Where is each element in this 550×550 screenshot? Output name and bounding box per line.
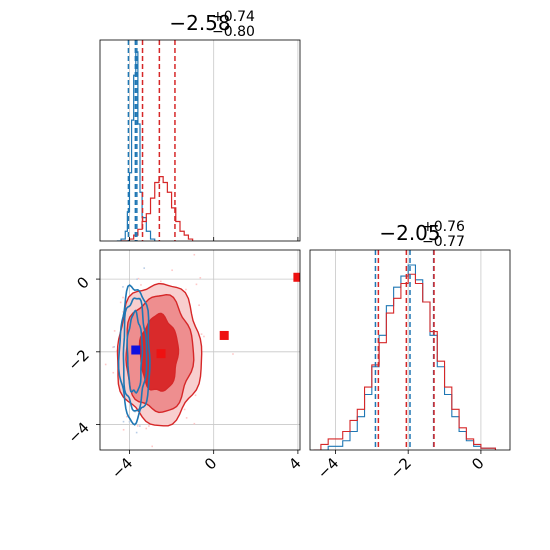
- scatter-point: [203, 335, 205, 338]
- scatter-point: [113, 330, 116, 332]
- scatter-point: [198, 304, 200, 307]
- scatter-point: [193, 253, 196, 256]
- marginal-x-grid: [129, 40, 299, 241]
- marginal-y-title-sub: −0.77: [422, 234, 465, 250]
- scatter-point: [151, 445, 154, 448]
- scatter-point: [143, 267, 146, 269]
- joint-markers: [131, 272, 300, 359]
- scatter-point: [194, 394, 197, 397]
- scatter-point: [139, 425, 141, 427]
- tick-label: −4: [64, 419, 92, 447]
- scatter-point: [122, 286, 124, 288]
- scatter-point: [119, 301, 122, 304]
- marginal-x-title: −2.58: [169, 11, 230, 35]
- joint-panel: −4 0 4 0 −2 −4: [64, 249, 305, 507]
- scatter-point: [183, 408, 186, 411]
- marginal-x-frame: [99, 39, 301, 242]
- scatter-point: [122, 296, 124, 299]
- marginal-y-histograms: [313, 264, 497, 450]
- marginal-x-quantiles: [127, 40, 176, 241]
- marginal-x-title-main: −2.58: [169, 11, 230, 35]
- scatter-point: [171, 269, 173, 272]
- tick-label: 4: [285, 454, 304, 473]
- marginal-x-ticks: [129, 237, 299, 241]
- scatter-point: [159, 280, 162, 283]
- tick-label: 0: [73, 273, 92, 292]
- histogram-series-1: [121, 176, 194, 241]
- scatter-point: [104, 363, 107, 366]
- scatter-point: [128, 420, 131, 423]
- contour-level: [117, 284, 151, 426]
- truth-marker: [219, 330, 229, 340]
- scatter-point: [95, 370, 97, 372]
- scatter-point: [136, 425, 139, 427]
- marginal-x-panel: −2.58 +0.74 −0.80: [99, 9, 301, 242]
- marginal-y-title: −2.05: [379, 221, 440, 245]
- marginal-y-frame: [309, 249, 511, 451]
- scatter-point: [145, 427, 148, 430]
- marginal-x-title-sup: +0.74: [212, 9, 255, 25]
- scatter-point: [200, 333, 203, 335]
- contour-level: [126, 309, 144, 394]
- scatter-point: [193, 422, 196, 425]
- contour-level: [122, 297, 148, 412]
- marginal-y-title-sup: +0.76: [422, 219, 465, 235]
- scatter-point: [185, 417, 188, 419]
- scatter-point: [153, 505, 155, 507]
- histogram-series-0: [313, 264, 497, 450]
- scatter-point: [199, 277, 202, 279]
- tick-label: 0: [201, 454, 220, 473]
- tick-label: 0: [468, 454, 487, 473]
- marginal-x-title-sub: −0.80: [212, 24, 255, 40]
- scatter-point: [113, 346, 115, 348]
- tick-label: −2: [64, 346, 92, 374]
- marginal-y-panel: −4 −2 0 −2.05 +0.76 −0.77: [309, 219, 511, 482]
- scatter-point: [136, 278, 138, 281]
- truth-marker: [156, 349, 166, 359]
- scatter-point: [135, 431, 138, 434]
- tick-label: −2: [387, 454, 415, 482]
- scatter-point: [112, 371, 115, 374]
- scatter-point: [232, 353, 234, 355]
- scatter-point: [122, 420, 125, 423]
- scatter-point: [140, 284, 142, 286]
- scatter-point: [122, 428, 125, 431]
- scatter-point: [112, 346, 114, 349]
- tick-label: −4: [314, 454, 342, 482]
- histogram-series-1: [313, 273, 497, 450]
- scatter-point: [122, 311, 124, 313]
- tick-label: −4: [108, 454, 136, 482]
- marginal-y-title-main: −2.05: [379, 221, 440, 245]
- scatter-point: [126, 415, 128, 418]
- scatter-point: [137, 277, 140, 280]
- scatter-point: [148, 425, 150, 427]
- truth-marker: [131, 345, 141, 355]
- scatter-point: [195, 283, 198, 286]
- marginal-y-ticks: −4 −2 0: [314, 450, 488, 482]
- scatter-point: [66, 311, 68, 313]
- truth-marker: [293, 272, 300, 282]
- scatter-point: [185, 288, 187, 291]
- marginal-y-quantiles: [374, 250, 435, 450]
- joint-frame: [99, 249, 301, 451]
